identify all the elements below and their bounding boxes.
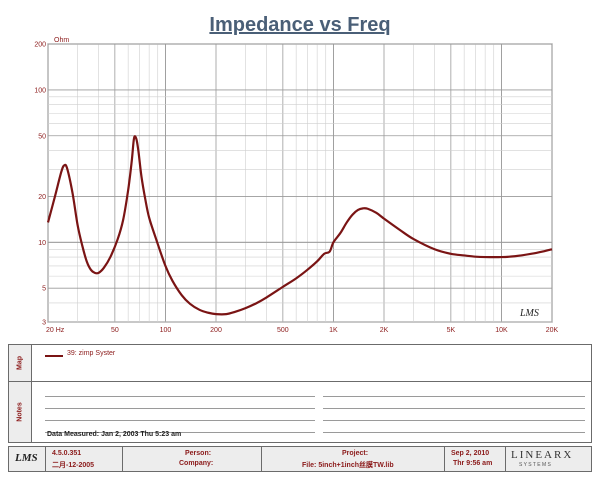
- y-tick-label: 3: [42, 320, 46, 327]
- note-line: [323, 408, 585, 409]
- y-axis-unit: Ohm: [54, 37, 69, 44]
- x-tick-label: 500: [277, 327, 289, 334]
- x-tick-label: 20 Hz: [46, 327, 65, 334]
- project-file: File: 5inch+1inch丝膜TW.lib: [302, 462, 394, 469]
- y-tick-label: 20: [38, 194, 46, 201]
- x-tick-label: 2K: [380, 327, 389, 334]
- linearx-logo: LINEARX S Y S T E M S: [509, 449, 589, 469]
- footer-time: Thr 9:56 am: [453, 460, 493, 467]
- x-tick-label: 100: [160, 327, 172, 334]
- note-line: [323, 420, 585, 421]
- notes-panel: Notes Data Measured: Jan 2, 2003 Thu 5:2…: [8, 381, 592, 443]
- map-panel: Map 39: zimp Syster: [8, 344, 592, 382]
- brand-name: LINEARX: [511, 449, 574, 461]
- legend-entry: 39: zimp Syster: [67, 350, 116, 357]
- project-label: Project:: [342, 450, 369, 457]
- y-tick-label: 5: [42, 286, 46, 293]
- notes-sidebar: Notes: [9, 382, 32, 442]
- company-label: Company:: [179, 460, 214, 467]
- footer-panel: LMS 4.5.0.351 二月-12-2005 Person: Company…: [8, 446, 592, 472]
- legend-swatch: [45, 355, 63, 357]
- x-tick-label: 10K: [495, 327, 508, 334]
- footer-logo-cell: LMS: [9, 447, 46, 471]
- data-measured: Data Measured: Jan 2, 2003 Thu 5:23 am: [47, 431, 182, 438]
- footer-project-cell: Project: File: 5inch+1inch丝膜TW.lib: [262, 447, 445, 471]
- brand-sub: S Y S T E M S: [519, 462, 551, 468]
- person-label: Person:: [185, 450, 212, 457]
- y-tick-label: 100: [34, 87, 46, 94]
- note-line: [45, 420, 315, 421]
- x-tick-label: 1K: [329, 327, 338, 334]
- chart-title: Impedance vs Freq: [209, 14, 391, 36]
- footer-date-cell: Sep 2, 2010 Thr 9:56 am: [445, 447, 506, 471]
- plot-frame: [47, 43, 553, 323]
- note-line: [45, 396, 315, 397]
- footer-version-cell: 4.5.0.351 二月-12-2005: [46, 447, 123, 471]
- footer-logo: LMS: [15, 452, 38, 464]
- note-line: [45, 408, 315, 409]
- y-tick-label: 200: [34, 42, 46, 49]
- version: 4.5.0.351: [52, 450, 82, 457]
- notes-label: Notes: [16, 402, 24, 422]
- lms-watermark: LMS: [519, 308, 539, 319]
- impedance-chart: 20 Hz 50 100 200 500 1K 2K 5K 10K 20K 200 100 50 20 1…: [34, 37, 559, 334]
- map-sidebar: Map: [9, 345, 32, 381]
- y-tick-label: 50: [38, 133, 46, 140]
- footer-person-cell: Person: Company:: [123, 447, 262, 471]
- x-tick-label: 50: [111, 327, 119, 334]
- version-date: 二月-12-2005: [52, 462, 95, 469]
- map-label: Map: [16, 356, 24, 370]
- x-tick-label: 200: [210, 327, 222, 334]
- x-tick-label: 20K: [546, 327, 559, 334]
- grid-lines: [47, 43, 553, 323]
- y-tick-labels: 200 100 50 20 10 5 3: [34, 42, 46, 327]
- note-line: [323, 396, 585, 397]
- impedance-series-line: [46, 135, 553, 316]
- footer-date: Sep 2, 2010: [451, 450, 490, 457]
- x-tick-labels: 20 Hz 50 100 200 500 1K 2K 5K 10K 20K: [46, 327, 559, 334]
- note-line: [45, 432, 315, 433]
- y-tick-label: 10: [38, 240, 46, 247]
- note-line: [323, 432, 585, 433]
- x-tick-label: 5K: [447, 327, 456, 334]
